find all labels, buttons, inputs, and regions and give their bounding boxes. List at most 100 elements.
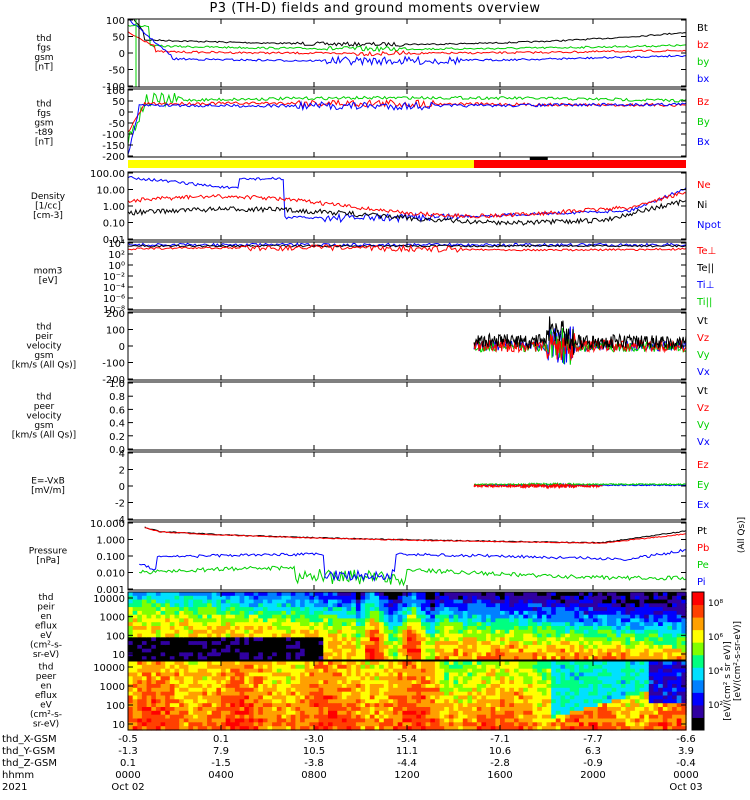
spectrogram-cell [495,664,501,670]
spectrogram-cell [486,684,492,689]
spectrogram-cell [300,637,306,642]
spectrogram-cell [179,629,185,635]
spectrogram-cell [644,644,650,650]
spectrogram-cell [648,718,655,723]
spectrogram-cell [579,610,585,616]
spectrogram-cell [295,699,301,704]
spectrogram-cell [639,644,645,650]
spectrogram-cell [551,722,557,727]
spectrogram-cell [551,629,557,635]
spectrogram-cell [393,676,399,681]
spectrogram-cell [207,595,213,601]
spectrogram-cell [574,622,580,627]
spectrogram-cell [323,676,329,681]
spectrogram-cell [379,710,385,716]
spectrogram-cell [500,592,506,597]
spectrogram-cell [202,691,208,697]
spectrogram-cell [546,629,552,635]
spectrogram-cell [193,637,199,642]
spectrogram-cell [625,668,631,674]
spectrogram-cell [634,607,641,612]
spectrogram-cell [290,622,297,627]
spectrogram-cell [439,603,445,608]
spectrogram-cell [407,592,413,597]
spectrogram-cell [337,707,343,712]
spectrogram-cell [509,622,515,627]
colorbar-segment [692,604,704,618]
spectrogram-cell [379,614,385,620]
spectrogram-cell [597,710,603,716]
spectrogram-cell [286,626,292,631]
spectrogram-cell [318,595,324,601]
spectrogram-cell [672,695,678,700]
spectrogram-cell [197,714,204,720]
spectrogram-cell [290,661,297,666]
spectrogram-cell [248,599,255,604]
time-axis-value: 11.1 [396,746,418,757]
spectrogram-cell [341,637,348,642]
spectrogram-cell [369,680,376,685]
spectrogram-cell [300,618,306,623]
spectrogram-cell [514,664,520,670]
spectrogram-cell [397,607,403,612]
series-Te-perp [127,244,687,253]
spectrogram-cell [248,641,255,646]
spectrogram-cell [439,707,445,712]
spectrogram-cell [155,622,162,627]
spectrogram-cell [425,644,431,650]
spectrogram-cell [579,672,585,677]
spectrogram-cell [555,641,562,646]
spectrogram-cell [676,687,682,693]
spectrogram-cell [225,676,231,681]
spectrogram-cell [137,618,143,623]
spectrogram-cell [527,703,534,708]
spectrogram-cell [439,680,445,685]
y-axis-label: gsm [34,351,53,361]
spectrogram-cell [239,664,245,670]
spectrogram-cell [523,714,529,720]
spectrogram-cell [546,687,552,693]
spectrogram-cell [286,687,292,693]
spectrogram-cell [467,714,473,720]
spectrogram-cell [597,714,603,720]
series-Ey [473,481,686,487]
spectrogram-cell [672,622,678,627]
spectrogram-cell [202,599,208,604]
spectrogram-cell [448,629,455,635]
spectrogram-cell [402,622,408,627]
spectrogram-cell [244,661,250,666]
spectrogram-cell [337,672,343,677]
spectrogram-cell [560,714,566,720]
spectrogram-cell [569,726,576,731]
spectrogram-cell [453,710,459,716]
spectrogram-cell [541,629,548,635]
spectrogram-cell [439,656,445,661]
spectrogram-cell [183,672,190,677]
spectrogram-cell [314,691,320,697]
spectrogram-cell [239,661,245,666]
spectrogram-cell [290,656,297,661]
spectrogram-cell [588,644,594,650]
spectrogram-cell [132,703,138,708]
spectrogram-cell [253,603,259,608]
spectrogram-cell [555,703,562,708]
spectrogram-cell [462,656,469,661]
spectrogram-cell [262,648,269,654]
spectrogram-cell [397,684,403,689]
spectrogram-cell [407,695,413,700]
spectrogram-cell [155,614,162,620]
spectrogram-cell [169,622,176,627]
spectrogram-cell [388,672,394,677]
spectrogram-cell [300,592,306,597]
spectrogram-cell [188,629,194,635]
spectrogram-cell [495,687,501,693]
spectrogram-cell [379,592,385,597]
spectrogram-cell [383,695,390,700]
spectrogram-cell [555,610,562,616]
spectrogram-cell [248,637,255,642]
y-tick-label: 4 [119,449,125,460]
spectrogram-cell [476,699,483,704]
spectrogram-cell [346,644,352,650]
spectrogram-cell [490,637,496,642]
spectrogram-cell [379,680,385,685]
